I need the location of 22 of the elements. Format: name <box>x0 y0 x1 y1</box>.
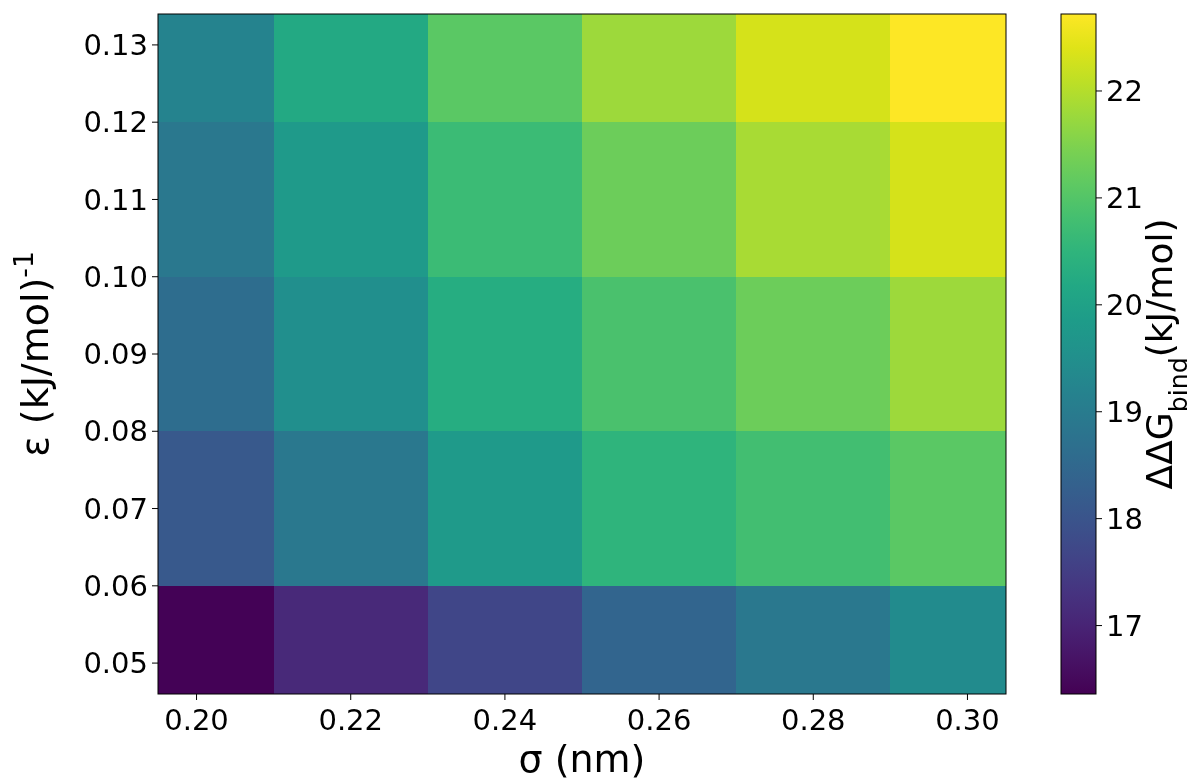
x-axis-title: σ (nm) <box>518 737 646 778</box>
y-tick-label: 0.12 <box>83 105 148 140</box>
y-tick-label: 0.11 <box>83 182 148 217</box>
y-tick-label: 0.13 <box>83 28 148 63</box>
color-bar-label: 17 <box>1106 608 1143 643</box>
color-bar-label: 22 <box>1106 74 1143 109</box>
y-tick-label: 0.05 <box>83 646 148 681</box>
color-bar-label: 21 <box>1106 181 1143 216</box>
x-tick-label: 0.26 <box>626 703 692 737</box>
color-bar-label: 20 <box>1106 287 1143 322</box>
y-tick-label: 0.10 <box>83 259 148 294</box>
x-tick-label: 0.20 <box>164 703 229 737</box>
x-tick-label: 0.28 <box>780 703 846 737</box>
y-tick-label: 0.06 <box>83 568 148 603</box>
x-tick-label: 0.24 <box>472 703 538 737</box>
x-tick-label: 0.30 <box>935 703 1000 737</box>
y-tick-label: 0.08 <box>83 414 148 449</box>
y-tick-label: 0.09 <box>83 337 148 372</box>
color-bar-label: 18 <box>1106 501 1143 536</box>
y-tick-label: 0.07 <box>83 491 148 526</box>
color-bar-label: 19 <box>1106 394 1143 429</box>
x-tick-label: 0.22 <box>318 703 384 737</box>
